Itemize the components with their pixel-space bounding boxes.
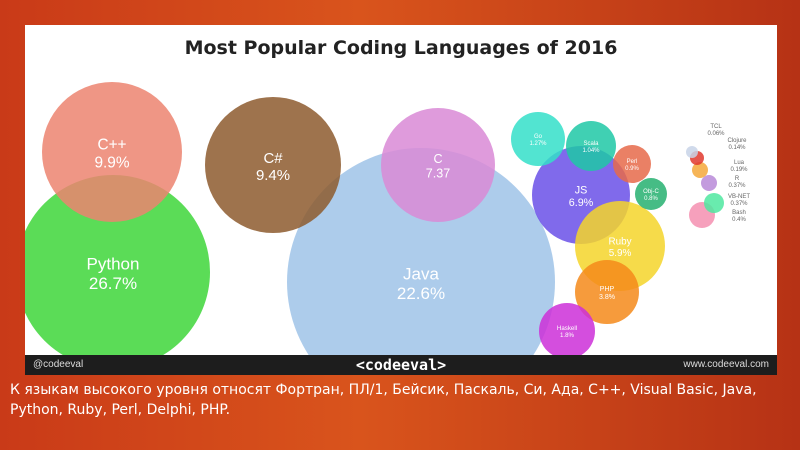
value-label-obj-c: 0.8% [644, 196, 658, 202]
value-label-perl: 0.9% [625, 166, 639, 172]
label-bash: Bash [732, 210, 746, 216]
bubble-python [25, 175, 210, 355]
slide-caption: К языкам высокого уровня относят Фортран… [10, 382, 757, 418]
value-label-scala: 1.04% [582, 148, 600, 154]
value-label-java: 22.6% [397, 284, 445, 303]
value-label-c: 7.37 [426, 167, 450, 181]
chart-title: Most Popular Coding Languages of 2016 [184, 37, 618, 59]
bubble-obj-c [635, 178, 667, 210]
label-php: PHP [600, 286, 615, 293]
label-js: JS [575, 184, 588, 196]
label-obj-c: Obj-C [643, 189, 659, 195]
value-label-r: 0.37% [728, 183, 746, 189]
label-ruby: Ruby [608, 237, 631, 248]
label-python: Python [87, 254, 140, 273]
label-perl: Perl [627, 159, 638, 165]
bubble-go [511, 112, 565, 166]
label-java: Java [403, 264, 439, 283]
bubble-lua [692, 162, 708, 178]
value-label-lua: 0.19% [730, 167, 748, 173]
bubble-vb-net [704, 193, 724, 213]
value-label-python: 26.7% [89, 274, 137, 293]
label-clojure: Clojure [727, 138, 747, 144]
bubble-c [381, 108, 495, 222]
value-label-bash: 0.4% [732, 217, 746, 223]
label-c: C [433, 152, 442, 166]
chart-image: Python 26.7% Java 22.6% C++ 9.9% C# 9.4% C 7.37 JS… [25, 25, 777, 375]
label-haskell: Haskell [557, 325, 577, 332]
label-go: Go [534, 134, 543, 140]
value-label-tcl: 0.06% [707, 131, 725, 137]
footer-handle: @codeeval [33, 359, 84, 370]
bubble-c- [205, 97, 341, 233]
value-label-haskell: 1.8% [560, 332, 575, 339]
bubble-c- [42, 82, 182, 222]
footer-url: www.codeeval.com [683, 359, 769, 370]
label-vb-net: VB-NET [728, 194, 750, 200]
label-scala: Scala [583, 141, 599, 147]
bubble-perl [613, 145, 651, 183]
footer-bar: @codeeval <codeeval> www.codeeval.com [25, 355, 777, 375]
bubble-haskell [539, 303, 595, 355]
value-label-vb-net: 0.37% [730, 201, 748, 207]
label-r: R [735, 176, 740, 182]
value-label-go: 1.27% [529, 141, 547, 147]
bubble-scala [566, 121, 616, 171]
footer-brand-logo: <codeeval> [355, 356, 447, 374]
value-label-js: 6.9% [569, 197, 594, 209]
value-label-php: 3.8% [599, 294, 615, 301]
label-c-: C++ [97, 137, 126, 154]
value-label-c-: 9.9% [94, 154, 129, 171]
label-tcl: TCL [710, 124, 722, 130]
value-label-clojure: 0.14% [728, 145, 746, 151]
bubble-r [701, 175, 717, 191]
bubble-php [575, 260, 639, 324]
bubble-tcl [686, 146, 698, 158]
bubble-java [287, 148, 555, 355]
value-label-c-: 9.4% [256, 167, 290, 184]
label-lua: Lua [734, 160, 745, 166]
value-label-ruby: 5.9% [609, 248, 632, 259]
label-c-: C# [263, 150, 283, 167]
